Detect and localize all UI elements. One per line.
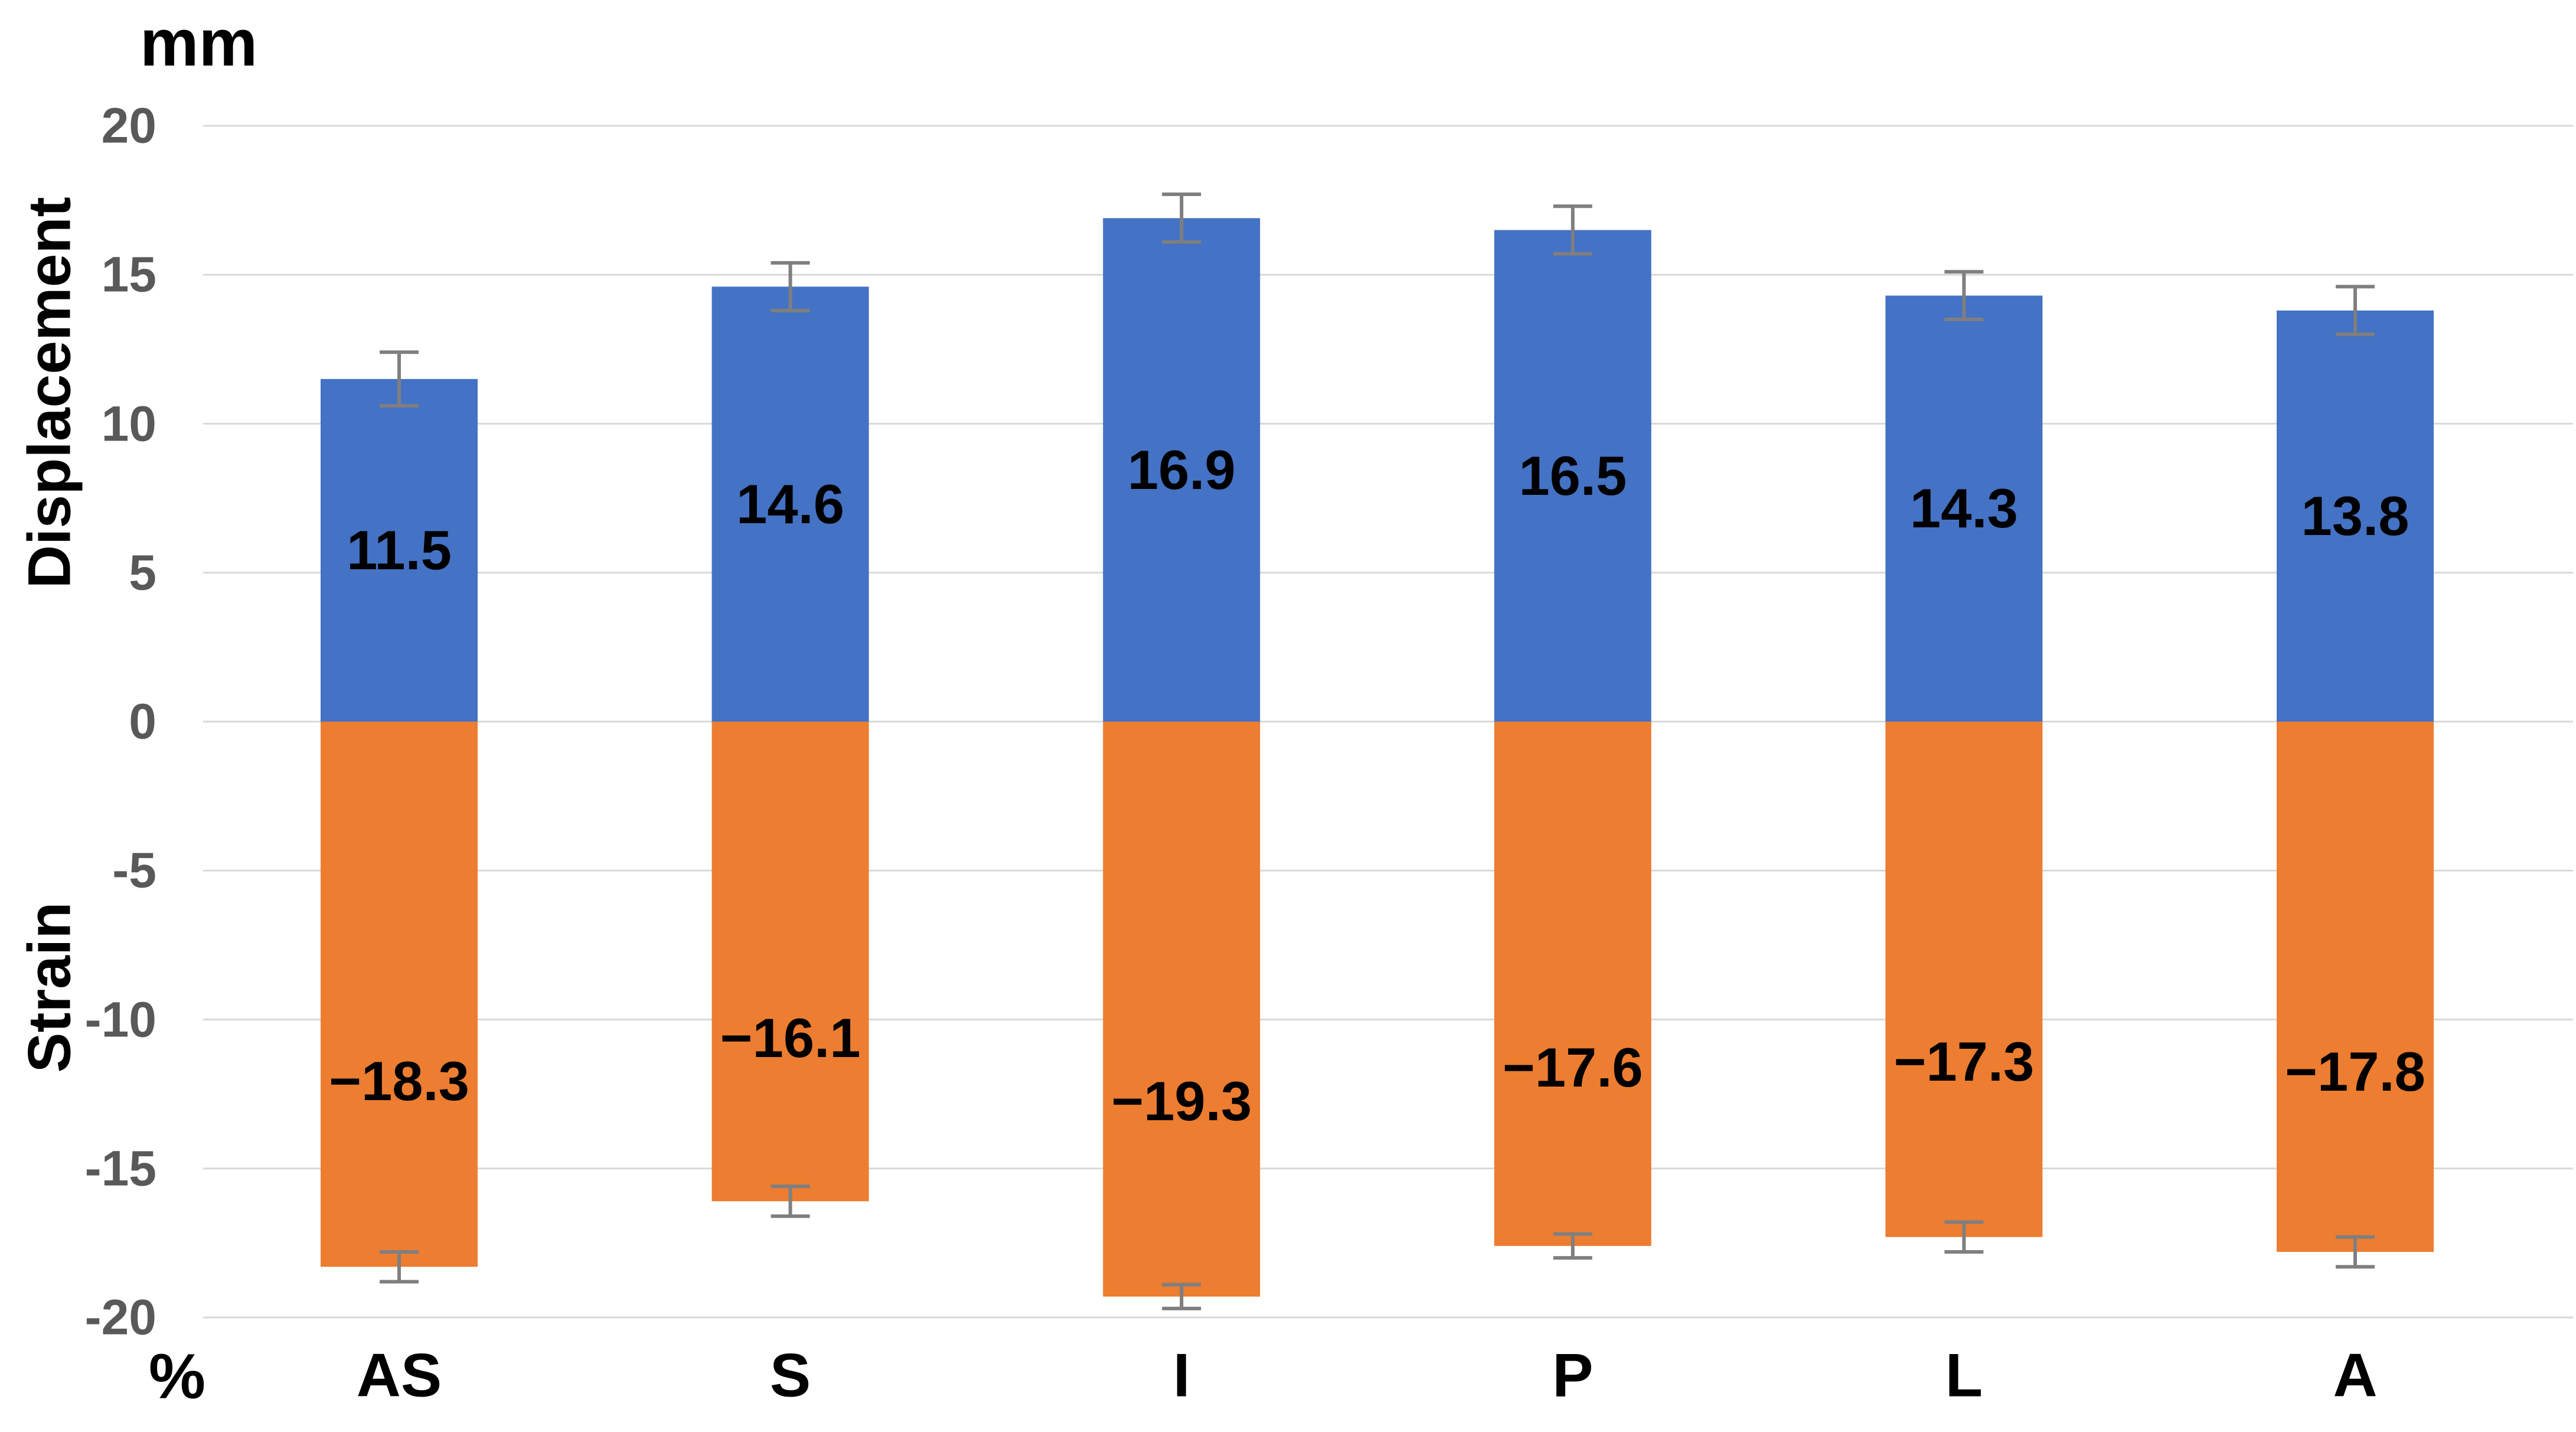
- bar-strain-S: [711, 722, 869, 1202]
- y-tick-label: -5: [112, 842, 156, 898]
- y-tick-label: -15: [84, 1140, 156, 1196]
- x-axis-unit-label: %: [148, 1340, 206, 1412]
- bar-value-label-strain-P: −17.6: [1502, 1036, 1643, 1099]
- x-category-label-A: A: [2333, 1341, 2378, 1410]
- bar-value-label-displacement-I: 16.9: [1127, 438, 1236, 501]
- bar-displacement-A: [2277, 310, 2434, 722]
- x-category-label-AS: AS: [356, 1341, 442, 1410]
- x-category-label-L: L: [1945, 1341, 1983, 1410]
- bar-displacement-S: [711, 286, 869, 722]
- bar-displacement-L: [1885, 295, 2043, 722]
- bar-displacement-I: [1103, 218, 1261, 722]
- y-tick-label: 5: [129, 544, 156, 601]
- y-tick-label: 0: [129, 693, 156, 749]
- x-category-label-P: P: [1552, 1341, 1594, 1410]
- bar-displacement-AS: [321, 379, 478, 722]
- bar-value-label-strain-A: −17.8: [2285, 1040, 2425, 1102]
- bar-value-label-displacement-P: 16.5: [1519, 444, 1627, 507]
- y-axis-unit-top-label: mm: [140, 6, 258, 80]
- bar-value-label-strain-I: −19.3: [1111, 1069, 1252, 1132]
- x-category-label-S: S: [769, 1341, 811, 1410]
- bar-value-label-displacement-A: 13.8: [2301, 484, 2410, 547]
- bar-strain-L: [1885, 722, 2043, 1237]
- bar-value-label-strain-S: −16.1: [720, 1007, 861, 1069]
- bar-strain-AS: [321, 722, 478, 1267]
- bar-value-label-strain-AS: −18.3: [329, 1050, 469, 1113]
- bar-strain-A: [2277, 722, 2434, 1252]
- bar-strain-I: [1103, 722, 1261, 1297]
- bar-displacement-P: [1494, 230, 1651, 722]
- y-tick-label: -10: [84, 991, 156, 1047]
- y-tick-label: 20: [101, 97, 156, 154]
- bar-strain-P: [1494, 722, 1651, 1246]
- bar-value-label-strain-L: −17.3: [1893, 1030, 2035, 1093]
- bar-value-label-displacement-S: 14.6: [736, 472, 845, 535]
- x-category-label-I: I: [1173, 1341, 1190, 1410]
- y-tick-label: 10: [101, 396, 156, 451]
- y-tick-label: -20: [84, 1289, 156, 1345]
- bar-value-label-displacement-L: 14.3: [1909, 477, 2018, 540]
- bar-value-label-displacement-AS: 11.5: [347, 518, 452, 581]
- y-tick-label: 15: [101, 246, 156, 302]
